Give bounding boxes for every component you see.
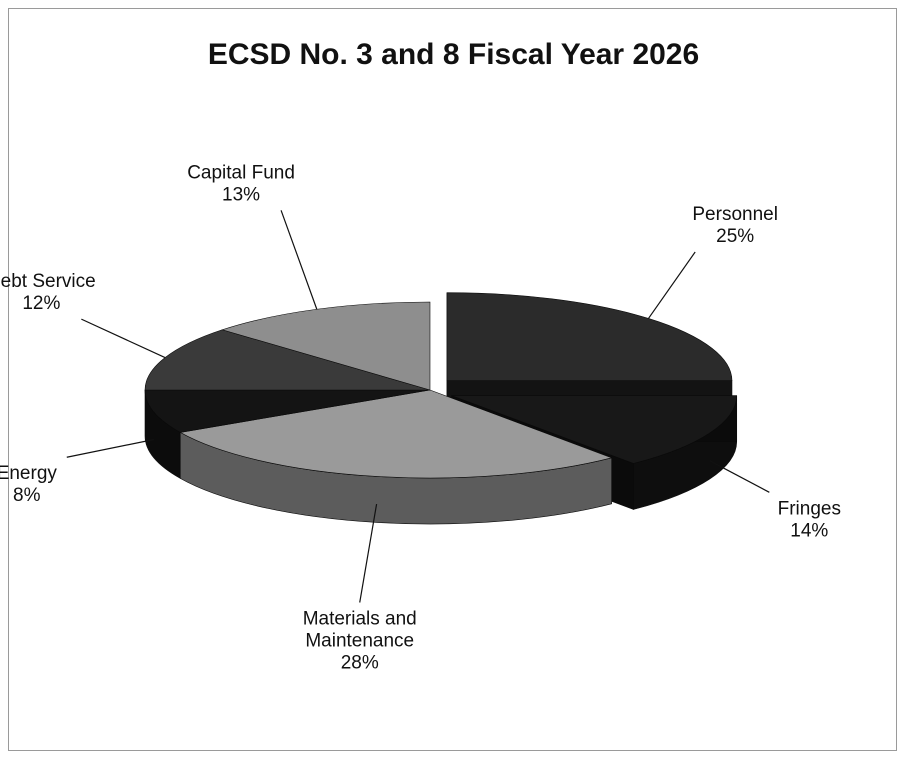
slice-category-energy: Energy — [0, 463, 57, 484]
slice-category-capital-fund: Capital Fund — [187, 162, 295, 183]
leader-line-capital-fund — [280, 210, 318, 310]
slice-percent-materials-and-maintenance: 28% — [341, 652, 379, 673]
slice-percent-energy: 8% — [13, 485, 41, 506]
slice-percent-personnel: 25% — [716, 226, 754, 247]
leader-line-energy — [66, 438, 155, 458]
slice-energy — [144, 389, 431, 433]
slice-label-fringes: Fringes 14% — [778, 498, 841, 541]
chart-title: ECSD No. 3 and 8 Fiscal Year 2026 — [207, 38, 700, 71]
slice-category-materials-and-maintenance-line1: Materials and — [303, 608, 417, 629]
slice-label-personnel: Personnel 25% — [692, 204, 778, 247]
slice-label-energy: Energy 8% — [0, 463, 57, 506]
slice-category-personnel: Personnel — [692, 204, 778, 225]
slice-personnel — [446, 292, 733, 381]
slice-percent-debt-service: 12% — [22, 293, 60, 314]
leader-line-personnel — [648, 251, 696, 319]
slice-label-capital-fund: Capital Fund 13% — [187, 162, 295, 205]
slice-debt-service — [144, 329, 431, 391]
slice-percent-fringes: 14% — [790, 520, 828, 541]
slice-category-fringes: Fringes — [778, 498, 841, 519]
slice-label-materials-and-maintenance: Materials and Maintenance 28% — [303, 608, 417, 673]
slice-fringes — [451, 395, 738, 464]
slice-percent-capital-fund: 13% — [222, 184, 260, 205]
leader-line-materials-and-maintenance — [359, 503, 378, 603]
slice-category-materials-and-maintenance-line2: Maintenance — [305, 630, 414, 651]
leader-line-fringes — [709, 460, 770, 493]
slice-category-debt-service: Debt Service — [0, 271, 96, 292]
slice-capital-fund — [221, 301, 431, 391]
slice-materials-and-maintenance — [179, 389, 613, 479]
leader-line-debt-service — [81, 318, 166, 359]
